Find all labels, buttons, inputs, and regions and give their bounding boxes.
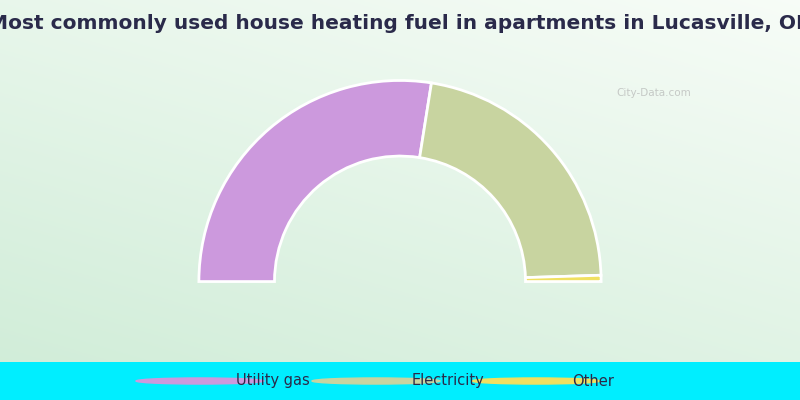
- Circle shape: [312, 378, 440, 384]
- Text: Most commonly used house heating fuel in apartments in Lucasville, OH: Most commonly used house heating fuel in…: [0, 14, 800, 33]
- Text: Other: Other: [572, 374, 614, 388]
- Wedge shape: [199, 80, 431, 282]
- Circle shape: [472, 378, 600, 384]
- Wedge shape: [526, 275, 601, 282]
- Circle shape: [136, 378, 264, 384]
- Text: City-Data.com: City-Data.com: [616, 88, 690, 98]
- Wedge shape: [420, 83, 601, 278]
- Text: Utility gas: Utility gas: [236, 374, 310, 388]
- Text: Electricity: Electricity: [412, 374, 485, 388]
